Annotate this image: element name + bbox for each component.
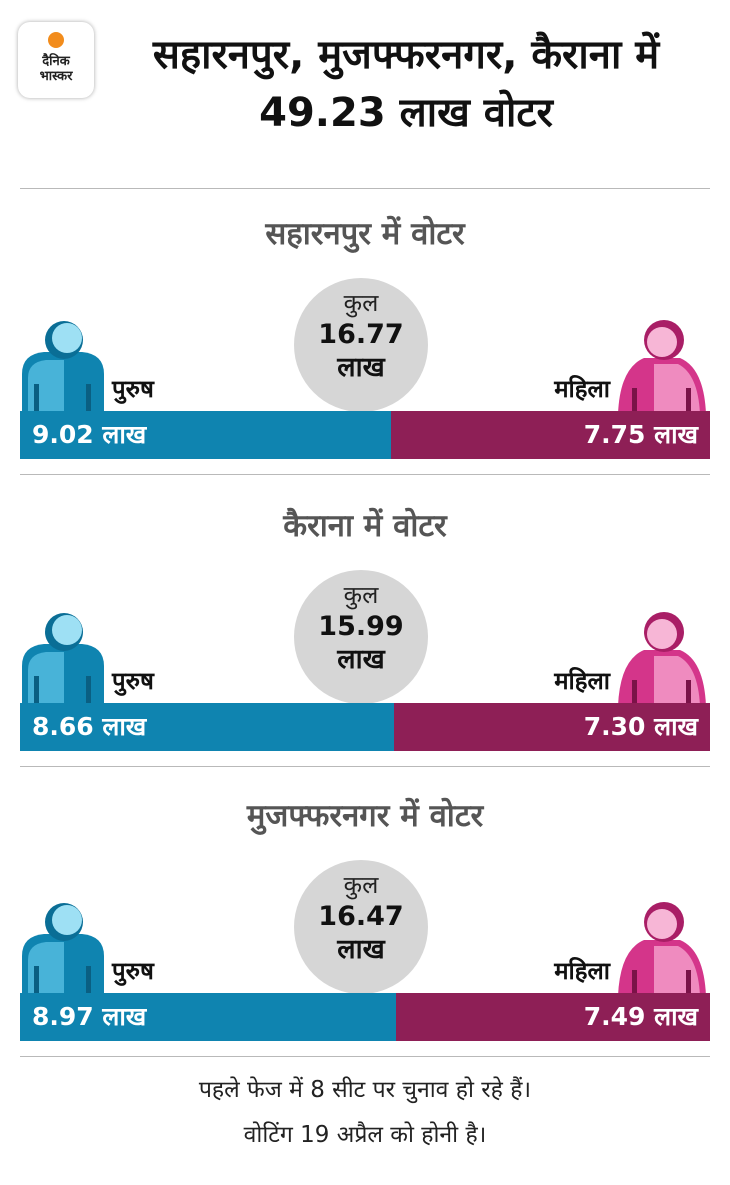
bar-male-value: 9.02 लाख bbox=[32, 420, 147, 449]
bar-female: 7.49 लाख bbox=[396, 993, 710, 1041]
divider bbox=[20, 474, 710, 475]
footnote-line2: वोटिंग 19 अप्रैल को होनी है। bbox=[243, 1122, 487, 1148]
bar-male: 8.66 लाख bbox=[20, 703, 394, 751]
footnote: पहले फेज में 8 सीट पर चुनाव हो रहे हैं। … bbox=[0, 1068, 730, 1158]
bar-male-value: 8.66 लाख bbox=[32, 712, 147, 741]
divider bbox=[20, 1056, 710, 1057]
total-circle: कुल 15.99 लाख bbox=[294, 570, 428, 704]
total-label: कुल bbox=[343, 581, 379, 609]
chart-title: मुजफ्फरनगर में वोटर bbox=[246, 798, 484, 834]
female-voter-icon bbox=[614, 318, 710, 418]
total-unit: लाख bbox=[337, 934, 385, 965]
bar-female-value: 7.75 लाख bbox=[583, 420, 698, 449]
page-title: सहारनपुर, मुजफ्फरनगर, कैराना में 49.23 ल… bbox=[152, 32, 660, 136]
total-unit: लाख bbox=[337, 644, 385, 675]
total-value: 15.99 bbox=[318, 611, 404, 642]
bar-female: 7.75 लाख bbox=[391, 411, 710, 459]
chart-title: सहारनपुर में वोटर bbox=[265, 216, 465, 252]
bar-female-value: 7.49 लाख bbox=[583, 1002, 698, 1031]
total-label: कुल bbox=[343, 289, 379, 317]
divider bbox=[20, 188, 710, 189]
logo-text-line2: भास्कर bbox=[39, 69, 73, 84]
total-label: कुल bbox=[343, 871, 379, 899]
male-label: पुरुष bbox=[112, 957, 154, 985]
bar-male: 9.02 लाख bbox=[20, 411, 391, 459]
total-value: 16.47 bbox=[318, 901, 404, 932]
chart-title: कैराना में वोटर bbox=[283, 508, 447, 544]
male-label: पुरुष bbox=[112, 667, 154, 695]
male-voter-icon bbox=[20, 610, 106, 710]
female-label: महिला bbox=[554, 957, 610, 985]
logo-sun-dot bbox=[48, 32, 64, 48]
female-voter-icon bbox=[614, 900, 710, 1000]
section-saharanpur: सहारनपुर में वोटर कुल 16.77 लाख पुरुष महिला 9.… bbox=[0, 188, 730, 480]
total-value: 16.77 bbox=[318, 319, 404, 350]
female-label: महिला bbox=[554, 667, 610, 695]
bar-female: 7.30 लाख bbox=[394, 703, 710, 751]
footnote-line1: पहले फेज में 8 सीट पर चुनाव हो रहे हैं। bbox=[198, 1077, 532, 1103]
female-voter-icon bbox=[614, 610, 710, 710]
section-muzaffarnagar: मुजफ्फरनगर में वोटर कुल 16.47 लाख पुरुष महिला… bbox=[0, 770, 730, 1062]
total-circle: कुल 16.47 लाख bbox=[294, 860, 428, 994]
total-circle: कुल 16.77 लाख bbox=[294, 278, 428, 412]
male-voter-icon bbox=[20, 318, 106, 418]
logo-text-line1: दैनिक bbox=[42, 54, 70, 69]
bar-male: 8.97 लाख bbox=[20, 993, 396, 1041]
divider bbox=[20, 766, 710, 767]
total-unit: लाख bbox=[337, 352, 385, 383]
bar-male-value: 8.97 लाख bbox=[32, 1002, 147, 1031]
male-voter-icon bbox=[20, 900, 106, 1000]
male-label: पुरुष bbox=[112, 375, 154, 403]
dainik-bhaskar-logo: दैनिक भास्कर bbox=[18, 22, 94, 98]
section-kairana: कैराना में वोटर कुल 15.99 लाख पुरुष महिला 8.66… bbox=[0, 480, 730, 772]
female-label: महिला bbox=[554, 375, 610, 403]
bar-female-value: 7.30 लाख bbox=[583, 712, 698, 741]
